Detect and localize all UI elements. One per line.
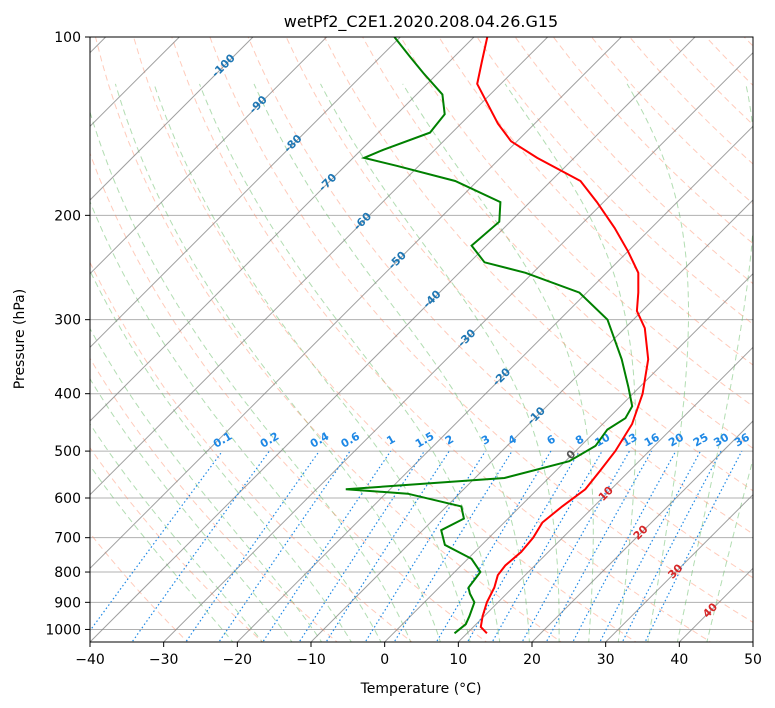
y-tick-label: 500 xyxy=(54,444,81,460)
isotherm-line xyxy=(236,125,753,642)
dry-adiabat-line xyxy=(171,37,712,642)
y-axis-label: Pressure (hPa) xyxy=(12,289,28,389)
mixing-ratio-line xyxy=(131,450,270,642)
moist-adiabat-line xyxy=(253,83,530,642)
x-tick-label: 0 xyxy=(380,652,389,668)
x-tick-label: −10 xyxy=(296,652,326,668)
mixing-ratio-lines xyxy=(90,450,743,642)
pressure-grid xyxy=(90,37,753,630)
isotherm-line xyxy=(531,420,753,642)
dry-adiabat-line xyxy=(400,37,753,407)
mixing-ratio-line xyxy=(185,450,320,642)
isotherm-line xyxy=(90,37,401,349)
mixing-ratio-line xyxy=(466,450,580,642)
mixing-ratio-line xyxy=(393,450,513,642)
plot-frame xyxy=(89,36,754,643)
x-tick-label: 40 xyxy=(670,652,688,668)
isotherm-line xyxy=(163,51,753,642)
isotherm-line xyxy=(90,37,549,496)
dry-adiabat-line xyxy=(90,446,264,642)
isotherm-line xyxy=(310,199,753,642)
dry-adiabat-line xyxy=(133,37,637,642)
y-tick-label: 1000 xyxy=(45,622,81,638)
dry-adiabat-line xyxy=(90,357,338,642)
y-tick-label: 800 xyxy=(54,565,81,581)
dry-adiabat-line xyxy=(514,37,753,285)
y-tick-label: 200 xyxy=(54,208,81,224)
moist-adiabat-line xyxy=(504,83,637,642)
dry-adiabat-line xyxy=(476,37,753,325)
x-tick-label: −30 xyxy=(149,652,179,668)
mixing-ratio-line xyxy=(599,450,702,642)
moist-adiabat-line xyxy=(199,83,501,642)
dry-adiabat-line xyxy=(90,261,413,642)
moist-adiabat-line xyxy=(706,457,753,642)
isotherm-line xyxy=(90,37,328,275)
moist-adiabat-line xyxy=(402,83,594,642)
x-axis-label: Temperature (°C) xyxy=(360,681,482,697)
isotherm-line xyxy=(605,493,753,642)
dry-adiabat-line xyxy=(95,37,563,642)
dry-adiabat-line xyxy=(438,37,753,366)
moist-adiabat-line xyxy=(320,83,560,642)
y-tick-label: 400 xyxy=(54,387,81,403)
isotherm-line xyxy=(90,37,475,422)
background-lines xyxy=(90,37,753,642)
mixing-ratio-line xyxy=(262,450,392,642)
dry-adiabat-line xyxy=(209,37,753,623)
moist-adiabat-line xyxy=(90,423,264,642)
y-tick-label: 300 xyxy=(54,313,81,329)
x-tick-label: −40 xyxy=(75,652,105,668)
isotherm-line xyxy=(90,37,254,201)
x-tick-label: 10 xyxy=(449,652,467,668)
x-tick-label: 50 xyxy=(744,652,762,668)
moist-adiabat-line xyxy=(90,377,293,642)
mixing-ratio-line xyxy=(325,450,450,642)
dewpoint-profile-line xyxy=(345,37,634,635)
temperature-profile-line xyxy=(476,37,650,634)
moist-adiabat-line xyxy=(90,464,234,642)
dry-adiabat-line xyxy=(247,37,753,579)
moist-adiabats xyxy=(90,83,753,642)
moist-adiabat-line xyxy=(90,327,323,642)
mixing-ratio-line xyxy=(218,450,351,642)
moist-adiabat-line xyxy=(90,200,382,642)
y-axis-ticks: 100 200 300 400 500 600 700 800 900 1000 xyxy=(45,30,90,638)
moist-adiabat-line xyxy=(676,83,753,642)
moist-adiabat-line xyxy=(90,110,412,642)
mixing-ratio-line xyxy=(621,450,722,642)
mixing-ratio-line xyxy=(298,450,425,642)
y-tick-label: 700 xyxy=(54,531,81,547)
chart-title: wetPf2_C2E1.2020.208.04.26.G15 xyxy=(284,12,558,32)
x-tick-label: 30 xyxy=(597,652,615,668)
mixing-ratio-line xyxy=(90,450,223,632)
isotherm-line xyxy=(90,37,622,570)
mixing-ratio-line xyxy=(572,450,677,642)
isotherm-line xyxy=(384,272,753,642)
moist-adiabat-line xyxy=(114,83,441,642)
sounding-profiles xyxy=(345,37,650,635)
dry-adiabat-line xyxy=(323,37,753,492)
isotherm-line xyxy=(90,37,696,642)
isotherm-lines xyxy=(90,37,753,642)
y-tick-label: 600 xyxy=(54,491,81,507)
x-tick-label: 20 xyxy=(523,652,541,668)
x-tick-label: −20 xyxy=(223,652,253,668)
dry-adiabat-line xyxy=(285,37,753,535)
x-axis-ticks: −40 −30 −20 −10 0 10 20 30 40 50 xyxy=(75,642,762,668)
isotherm-line xyxy=(457,346,753,642)
moist-adiabat-line xyxy=(626,83,689,642)
y-tick-label: 900 xyxy=(54,595,81,611)
mixing-ratio-line xyxy=(364,450,486,642)
y-tick-label: 100 xyxy=(54,30,81,46)
